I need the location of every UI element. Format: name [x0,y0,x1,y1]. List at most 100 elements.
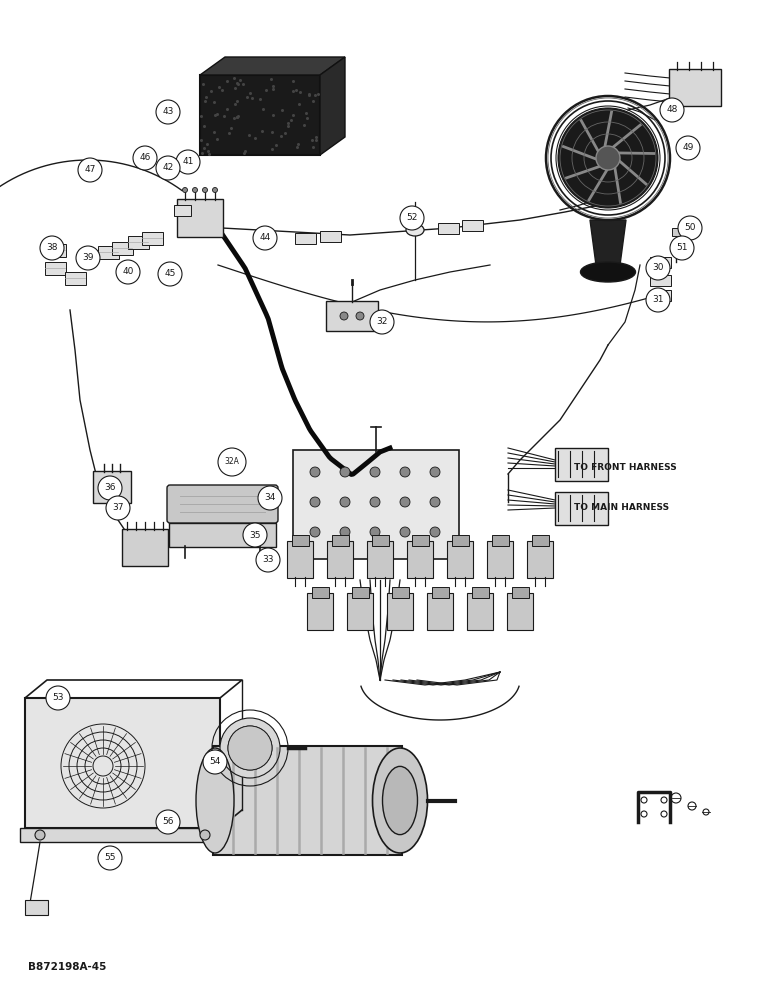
Circle shape [253,226,277,250]
Ellipse shape [373,748,428,853]
FancyBboxPatch shape [462,220,482,231]
Text: 44: 44 [259,233,271,242]
Circle shape [156,156,180,180]
Circle shape [35,830,45,840]
Circle shape [356,312,364,320]
Circle shape [40,236,64,260]
Circle shape [400,206,424,230]
Text: 31: 31 [652,296,664,304]
FancyBboxPatch shape [512,586,529,597]
Circle shape [340,467,350,477]
Circle shape [430,497,440,507]
Circle shape [646,256,670,280]
Text: 43: 43 [162,107,174,116]
Polygon shape [200,57,345,75]
Text: 34: 34 [264,493,276,502]
Circle shape [430,527,440,537]
Circle shape [133,146,157,170]
Circle shape [370,467,380,477]
Text: B872198A-45: B872198A-45 [28,962,107,972]
Circle shape [212,188,218,192]
Circle shape [678,216,702,240]
Circle shape [203,750,227,774]
Circle shape [98,846,122,870]
FancyBboxPatch shape [347,593,373,630]
FancyBboxPatch shape [391,586,408,597]
FancyBboxPatch shape [351,586,368,597]
Circle shape [340,527,350,537]
Text: 38: 38 [46,243,58,252]
Text: 50: 50 [684,224,696,232]
Circle shape [660,98,684,122]
Circle shape [646,288,670,312]
Text: 40: 40 [122,267,134,276]
Text: 33: 33 [262,556,274,564]
Circle shape [370,310,394,334]
FancyBboxPatch shape [20,828,230,842]
FancyBboxPatch shape [293,450,459,559]
FancyBboxPatch shape [287,541,313,578]
Circle shape [76,246,100,270]
FancyBboxPatch shape [111,241,133,254]
Ellipse shape [406,224,424,236]
FancyBboxPatch shape [531,534,548,546]
FancyBboxPatch shape [669,69,721,106]
FancyBboxPatch shape [294,232,316,243]
Circle shape [78,158,102,182]
Circle shape [310,497,320,507]
FancyBboxPatch shape [447,541,473,578]
Ellipse shape [581,262,635,282]
Circle shape [200,830,210,840]
Circle shape [218,448,246,476]
FancyBboxPatch shape [45,261,66,274]
Text: 47: 47 [84,165,96,174]
FancyBboxPatch shape [507,593,533,630]
Circle shape [106,496,130,520]
FancyBboxPatch shape [649,274,671,286]
Text: 51: 51 [676,243,688,252]
FancyBboxPatch shape [438,223,459,233]
FancyBboxPatch shape [407,541,433,578]
FancyBboxPatch shape [672,244,680,250]
Text: 35: 35 [249,530,261,540]
FancyBboxPatch shape [65,271,86,284]
FancyBboxPatch shape [127,235,148,248]
Circle shape [176,150,200,174]
Text: 42: 42 [162,163,174,172]
Circle shape [370,527,380,537]
FancyBboxPatch shape [427,593,453,630]
Text: 46: 46 [139,153,151,162]
FancyBboxPatch shape [97,245,118,258]
FancyBboxPatch shape [649,256,671,267]
FancyBboxPatch shape [326,301,378,331]
Circle shape [400,497,410,507]
FancyBboxPatch shape [122,529,168,566]
Ellipse shape [196,748,234,853]
FancyBboxPatch shape [649,290,671,300]
Circle shape [430,467,440,477]
FancyBboxPatch shape [167,485,278,523]
FancyBboxPatch shape [411,534,428,546]
Text: 39: 39 [83,253,93,262]
FancyBboxPatch shape [25,698,220,828]
FancyBboxPatch shape [320,231,340,241]
Circle shape [98,476,122,500]
Circle shape [558,108,658,208]
Text: 32: 32 [376,318,388,326]
Circle shape [116,260,140,284]
FancyBboxPatch shape [45,243,66,256]
Text: 41: 41 [182,157,194,166]
Circle shape [156,810,180,834]
FancyBboxPatch shape [331,534,348,546]
FancyBboxPatch shape [200,75,320,155]
Text: 32A: 32A [225,458,239,466]
Text: 30: 30 [652,263,664,272]
FancyBboxPatch shape [177,199,223,237]
FancyBboxPatch shape [527,541,553,578]
Circle shape [370,497,380,507]
Circle shape [310,467,320,477]
FancyBboxPatch shape [169,523,276,547]
Circle shape [202,188,208,192]
Text: 48: 48 [666,105,678,114]
FancyBboxPatch shape [432,586,449,597]
